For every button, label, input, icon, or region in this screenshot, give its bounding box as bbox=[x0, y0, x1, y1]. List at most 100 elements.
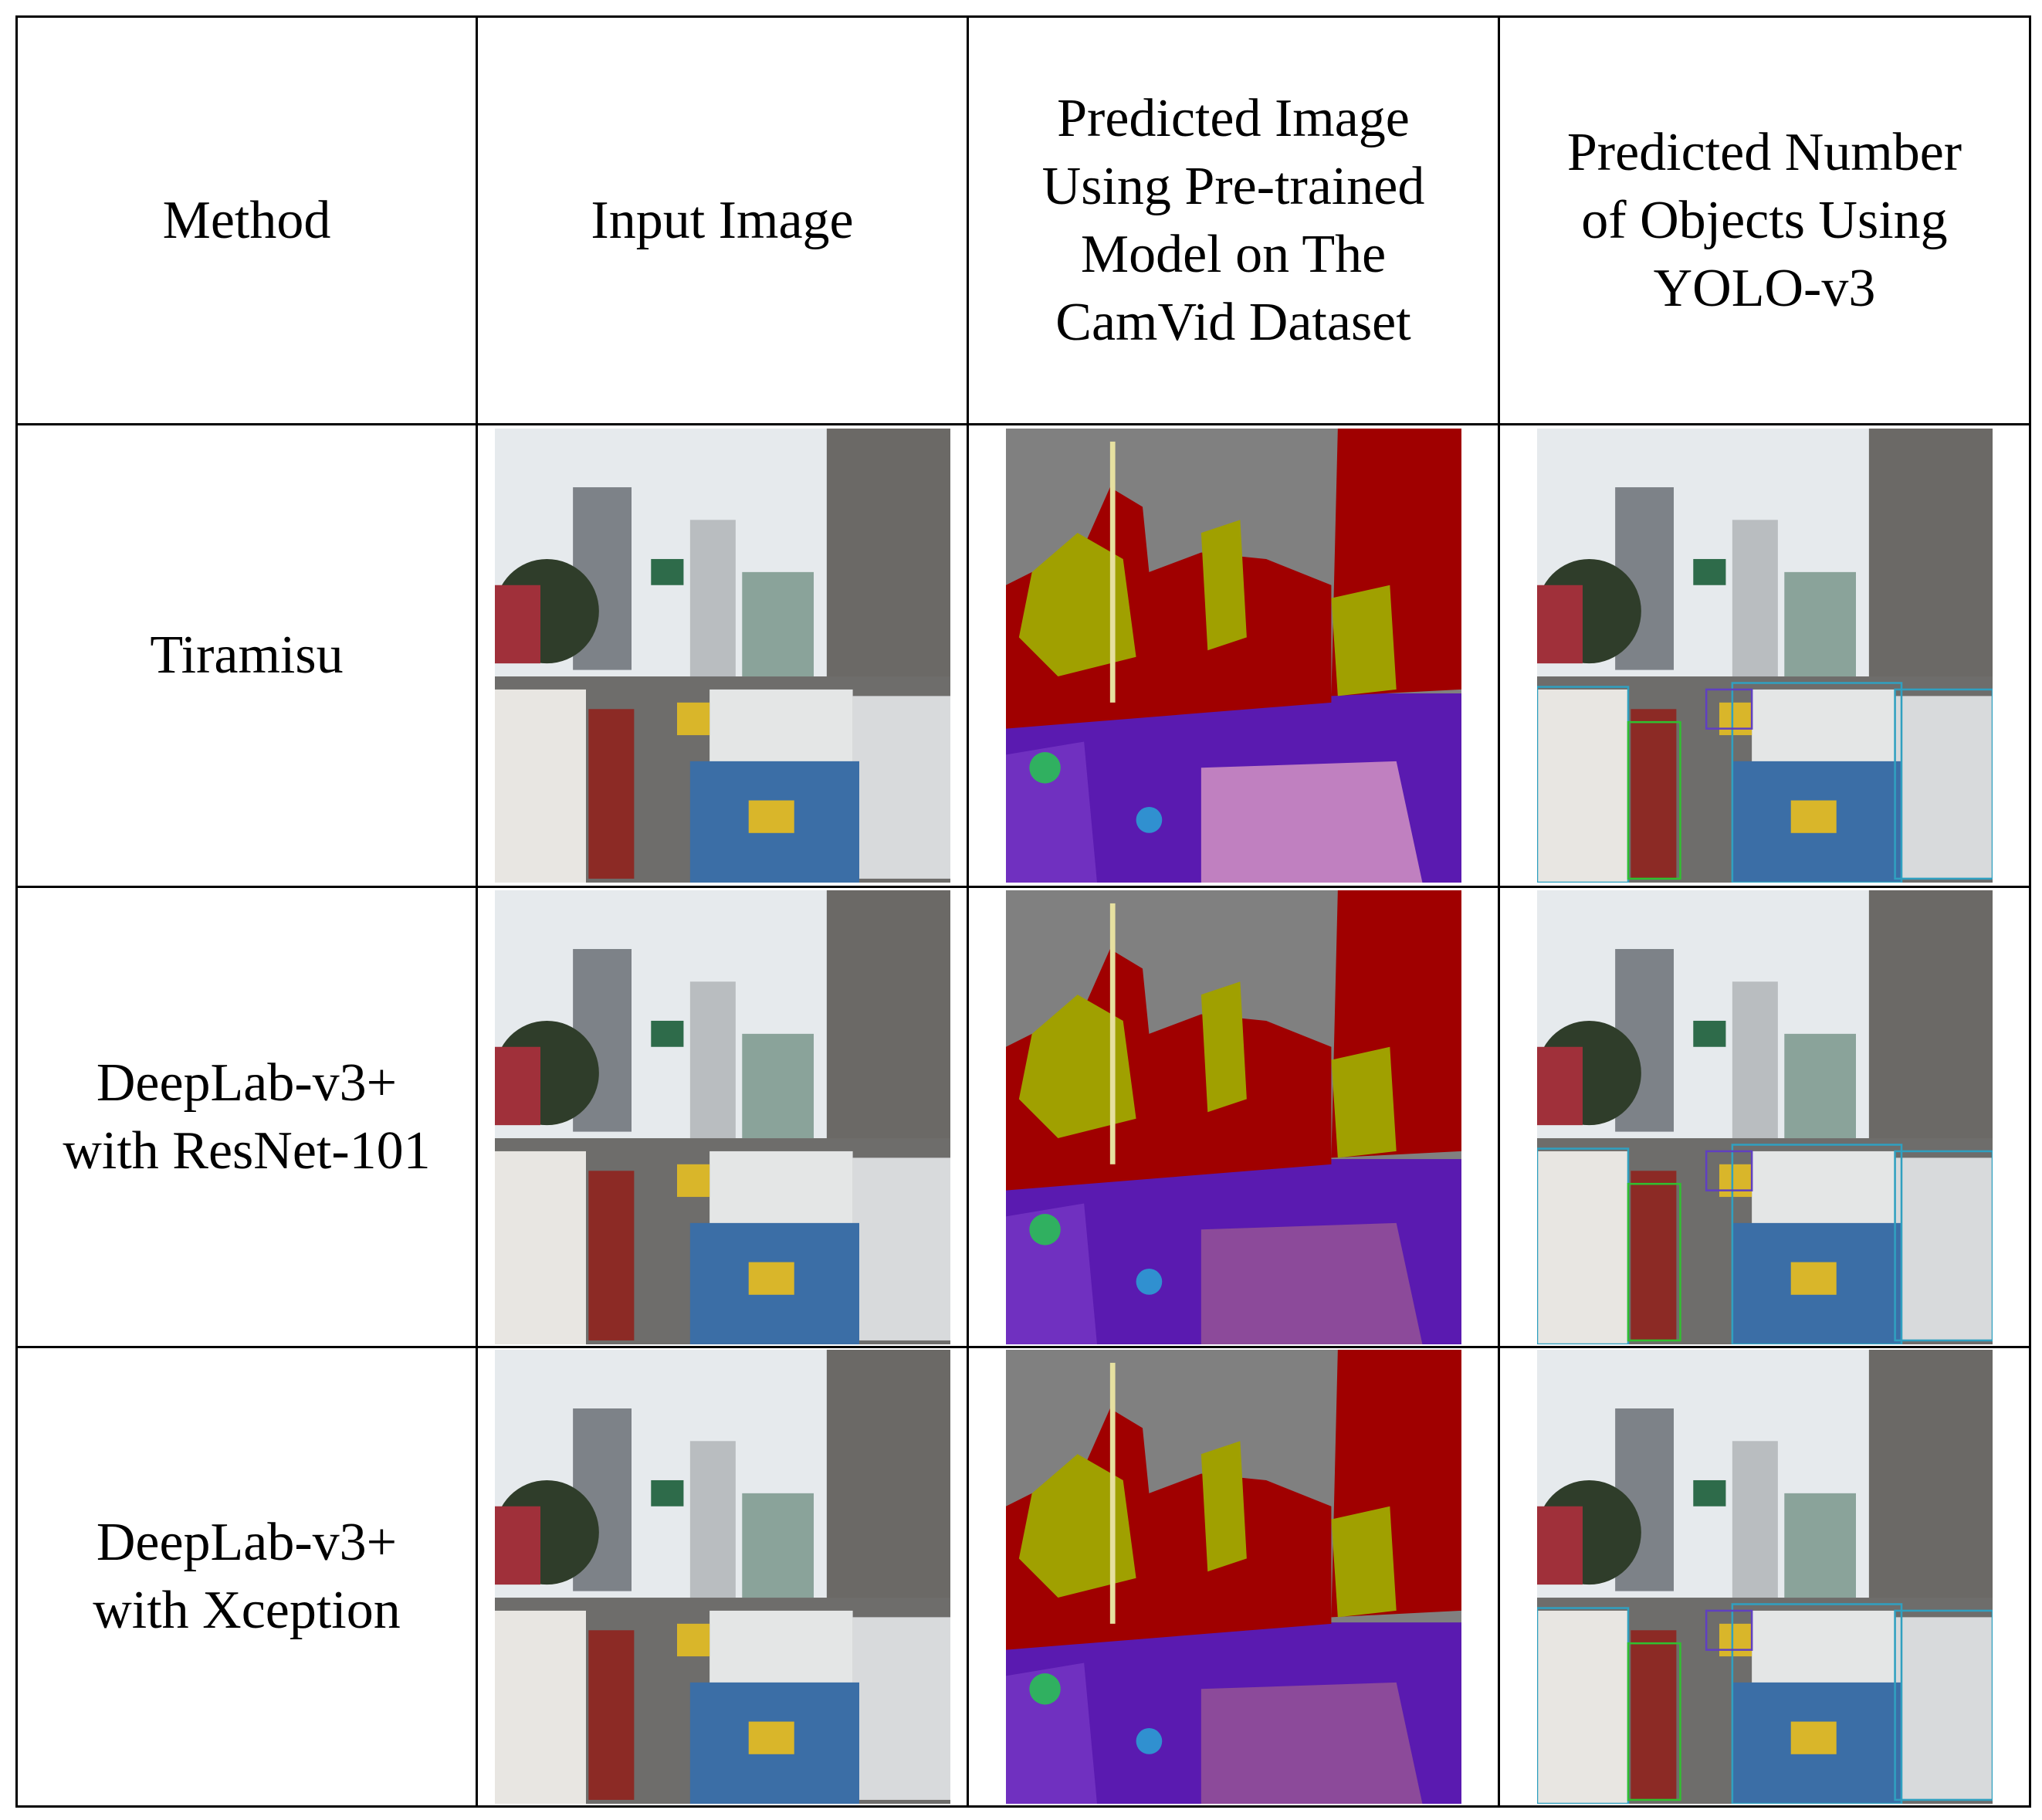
region bbox=[1200, 1222, 1422, 1344]
segmentation-image bbox=[1005, 429, 1461, 883]
header-cell: Method bbox=[15, 15, 478, 425]
plate bbox=[748, 800, 794, 833]
sign bbox=[1692, 1479, 1725, 1506]
region bbox=[1136, 807, 1162, 833]
rider bbox=[1630, 709, 1676, 879]
detection-box bbox=[1731, 1603, 1902, 1804]
segmentation-image bbox=[1005, 1350, 1461, 1804]
sign bbox=[650, 1479, 683, 1506]
plate bbox=[1790, 800, 1837, 833]
cell-text: DeepLab-v3+ bbox=[96, 1052, 398, 1113]
rider bbox=[588, 1170, 634, 1340]
image-cell bbox=[967, 423, 1500, 888]
region bbox=[1136, 1268, 1162, 1295]
car bbox=[494, 1610, 586, 1804]
region bbox=[1330, 585, 1397, 696]
sign bbox=[650, 1020, 683, 1047]
car bbox=[852, 696, 950, 879]
region bbox=[1200, 1441, 1247, 1572]
detection-box bbox=[1705, 1150, 1752, 1191]
cell-text: Predicted Number bbox=[1566, 122, 1962, 182]
sign bbox=[1692, 558, 1725, 585]
image-cell bbox=[967, 886, 1500, 1348]
input-image bbox=[494, 890, 950, 1344]
car bbox=[1751, 1151, 1895, 1229]
billboard bbox=[1536, 1506, 1583, 1585]
building bbox=[689, 520, 736, 677]
detection-image bbox=[1536, 890, 1993, 1344]
building bbox=[1783, 1033, 1856, 1138]
plate bbox=[748, 1262, 794, 1295]
region bbox=[1005, 1203, 1097, 1344]
car bbox=[709, 1151, 853, 1229]
header-cell: Predicted Number of Objects Using YOLO-v3 bbox=[1498, 15, 2031, 425]
building bbox=[741, 1033, 814, 1138]
rider bbox=[588, 709, 634, 879]
cell-text: DeepLab-v3+ bbox=[96, 1513, 398, 1572]
method-cell: Tiramisu bbox=[15, 423, 478, 888]
input-image bbox=[494, 429, 950, 883]
region bbox=[1109, 903, 1116, 1164]
plate bbox=[748, 1721, 794, 1754]
taxi bbox=[676, 702, 709, 736]
car bbox=[1751, 689, 1895, 768]
building bbox=[1732, 520, 1778, 677]
image-cell bbox=[1498, 886, 2031, 1348]
method-cell: DeepLab-v3+ with ResNet-101 bbox=[15, 886, 478, 1348]
pillar bbox=[1868, 890, 1993, 1164]
pillar bbox=[1868, 1350, 1993, 1624]
building bbox=[1732, 1441, 1778, 1598]
input-image bbox=[494, 1350, 950, 1804]
pillar bbox=[1868, 429, 1993, 703]
image-cell bbox=[476, 1346, 969, 1808]
region bbox=[1028, 1213, 1061, 1246]
car bbox=[1536, 1151, 1628, 1344]
detection-box bbox=[1893, 1609, 1993, 1801]
detection-box bbox=[1627, 720, 1681, 880]
car bbox=[1751, 1610, 1895, 1690]
results-table: Method Input Image Predicted Image Using … bbox=[15, 15, 2031, 1808]
cell-text: CamVid Dataset bbox=[1055, 292, 1411, 352]
region bbox=[1018, 1454, 1136, 1598]
cell-text: with Xception bbox=[93, 1581, 401, 1640]
region bbox=[1200, 981, 1247, 1112]
cell-text: Tiramisu bbox=[150, 625, 344, 685]
cell-text: Model on The bbox=[1080, 224, 1387, 284]
region bbox=[1330, 1506, 1397, 1618]
rider bbox=[1630, 1170, 1676, 1340]
billboard bbox=[1536, 585, 1583, 664]
car bbox=[1895, 696, 1993, 879]
row: Tiramisu bbox=[15, 423, 2031, 888]
taxi bbox=[676, 1623, 709, 1657]
plate bbox=[1790, 1262, 1837, 1295]
detection-box bbox=[1627, 1642, 1681, 1801]
building bbox=[1783, 571, 1856, 677]
cell-text: Using Pre-trained bbox=[1041, 156, 1425, 216]
region bbox=[1109, 441, 1116, 703]
sign bbox=[650, 558, 683, 585]
row: DeepLab-v3+ with Xception bbox=[15, 1346, 2031, 1808]
region bbox=[1028, 1673, 1061, 1705]
region bbox=[1018, 533, 1136, 677]
detection-box bbox=[1731, 1143, 1902, 1344]
car bbox=[1536, 1610, 1628, 1804]
building bbox=[689, 981, 736, 1138]
building bbox=[1732, 981, 1778, 1138]
region bbox=[1018, 994, 1136, 1138]
detection-box bbox=[1893, 688, 1993, 880]
rider bbox=[588, 1630, 634, 1800]
detection-box bbox=[1627, 1182, 1681, 1341]
building bbox=[689, 1441, 736, 1598]
method-cell: DeepLab-v3+ with Xception bbox=[15, 1346, 478, 1808]
taxi bbox=[1719, 1164, 1752, 1197]
cell-text: with ResNet-101 bbox=[63, 1120, 431, 1181]
detection-box bbox=[1705, 688, 1752, 730]
cell-text: Predicted Image bbox=[1057, 88, 1410, 148]
region bbox=[1136, 1728, 1162, 1754]
header-cell: Predicted Image Using Pre-trained Model on… bbox=[967, 15, 1500, 425]
car bbox=[1895, 1617, 1993, 1800]
region bbox=[1330, 1046, 1397, 1157]
cell-text: Input Image bbox=[591, 190, 854, 250]
region bbox=[1200, 761, 1422, 883]
image-cell bbox=[967, 1346, 1500, 1808]
